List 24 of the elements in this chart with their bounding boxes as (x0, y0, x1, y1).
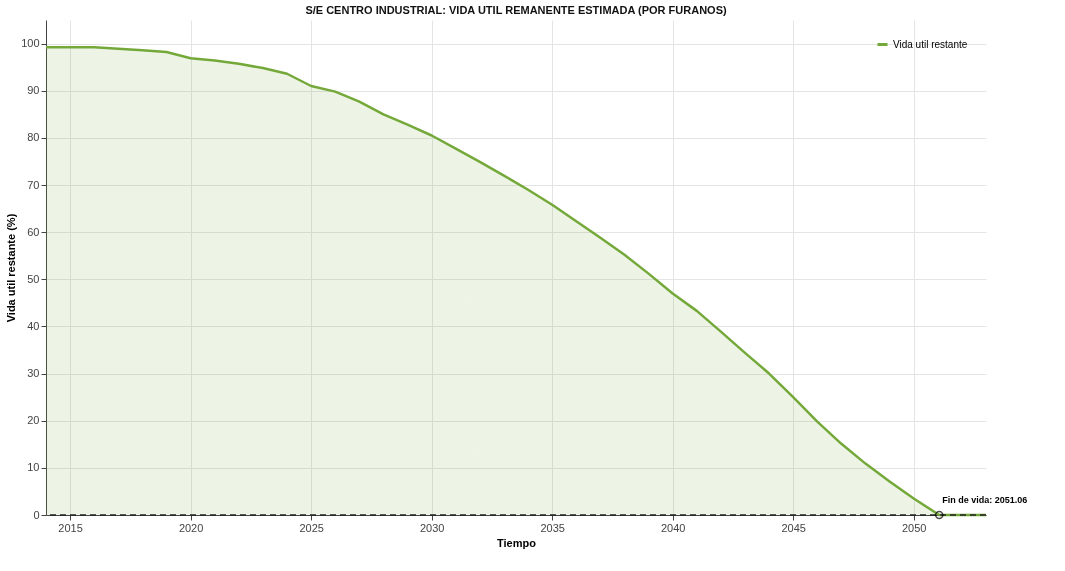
x-tick-label: 2045 (781, 521, 806, 534)
x-tick-label: 2040 (660, 521, 686, 534)
y-tick-label: 0 (33, 508, 40, 521)
y-tick-label: 50 (27, 272, 40, 285)
y-tick-label: 60 (27, 225, 40, 238)
x-tick-label: 2025 (299, 521, 324, 534)
y-axis-title: Vida util restante (%) (5, 213, 18, 323)
x-tick-label: 2020 (178, 521, 204, 534)
y-tick-label: 70 (27, 178, 40, 191)
x-tick-label: 2035 (540, 521, 565, 534)
y-tick-label: 80 (27, 131, 40, 144)
y-tick-label: 30 (27, 367, 40, 380)
x-tick-label: 2015 (58, 521, 83, 534)
y-tick-label: 10 (27, 461, 40, 474)
x-tick-label: 2050 (901, 521, 927, 534)
y-tick-label: 40 (27, 319, 40, 332)
y-tick-label: 100 (21, 37, 40, 50)
annotation: Fin de vida: 2051.06 (942, 495, 1028, 505)
y-tick-label: 90 (27, 84, 40, 97)
x-tick-label: 2030 (419, 521, 445, 534)
x-axis-title: Tiempo (497, 536, 537, 549)
y-tick-label: 20 (27, 414, 40, 427)
chart-title: S/E CENTRO INDUSTRIAL: VIDA UTIL REMANENTE ESTIMADA (POR FURANOS) (305, 4, 727, 16)
legend-label: Vida util restante (893, 38, 968, 50)
